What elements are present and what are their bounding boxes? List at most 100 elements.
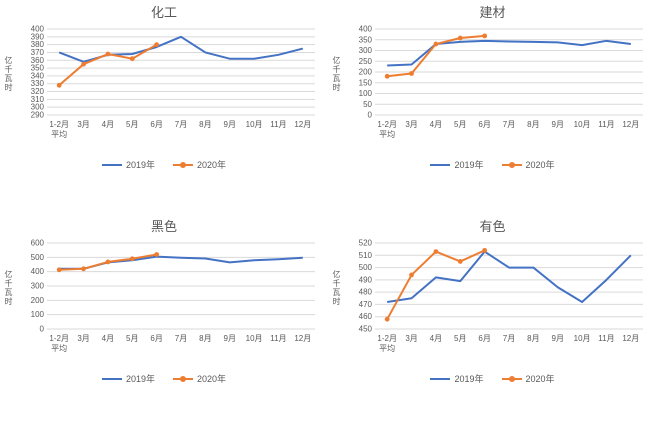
- series-marker-2020年: [409, 71, 414, 76]
- y-tick-label: 250: [359, 57, 373, 66]
- x-tick-label: 7月: [175, 120, 187, 129]
- legend-label-2019: 2019年: [125, 160, 155, 170]
- y-tick-label: 0: [40, 325, 45, 334]
- legend-line-2020-icon: [173, 375, 193, 382]
- y-tick-label: 520: [359, 239, 373, 248]
- x-tick-label: 5月: [126, 120, 138, 129]
- series-line-2020年: [386, 249, 486, 320]
- series-marker-2020年: [105, 259, 111, 265]
- x-tick-label: 6月: [150, 334, 162, 343]
- y-axis-title: 亿千瓦时: [332, 270, 341, 306]
- x-tick-label: 1-2月平均: [377, 334, 397, 353]
- x-tick-label: 8月: [199, 334, 211, 343]
- chart-canvas-ferrous: 0 100 200 300 400 500 600 1-2月平均 3月 4月 5月 6月 7月 8月 9月 1…: [17, 237, 326, 363]
- x-tick-label: 6月: [478, 334, 490, 343]
- chart-svg: 450 460 470 480 490 500 510 520 1-2月平均 3月 4月 5月 6月 7月…: [359, 239, 643, 353]
- y-tick-label: 320: [31, 87, 45, 96]
- x-tick-label: 3月: [405, 120, 417, 129]
- x-tick-label: 7月: [503, 334, 515, 343]
- y-tick-label: 340: [31, 71, 45, 80]
- x-tick-label: 3月: [77, 334, 89, 343]
- legend-item-2020[interactable]: 2020年: [173, 372, 226, 385]
- x-tick-label: 12月: [622, 334, 639, 343]
- x-tick-label: 7月: [175, 334, 187, 343]
- y-tick-label: 200: [359, 68, 373, 77]
- y-tick-label: 50: [363, 100, 372, 109]
- series-marker-2020年: [409, 272, 414, 278]
- legend-line-2020-icon: [501, 375, 522, 382]
- x-tick-label: 9月: [224, 334, 236, 343]
- series-line-2019年: [387, 39, 631, 67]
- plot-row: 亿千瓦时 0 50 100 150 200 250 300 350 400 1-2月平均 3月 4月 5…: [330, 22, 655, 150]
- x-tick-label: 10月: [574, 334, 591, 343]
- series-line-2019年: [387, 250, 632, 303]
- legend-item-2019[interactable]: 2019年: [101, 158, 155, 171]
- legend-item-2019[interactable]: 2019年: [430, 158, 484, 171]
- y-tick-label: 460: [359, 312, 373, 321]
- x-tick-label: 1-2月平均: [49, 120, 69, 139]
- y-tick-label: 500: [31, 253, 45, 262]
- x-tick-label: 12月: [622, 120, 639, 129]
- y-tick-label: 300: [31, 103, 45, 112]
- x-tick-label: 6月: [150, 120, 162, 129]
- y-tick-label: 480: [359, 288, 373, 297]
- plot-row: 亿千瓦时 450 460 470 480 490 500 510 520 1-2月平均 3月 4月 5…: [330, 236, 655, 364]
- series-marker-2020年: [482, 33, 488, 39]
- series-marker-2020年: [81, 266, 86, 272]
- x-tick-label: 5月: [454, 334, 466, 343]
- chart-title: 黑色: [150, 219, 177, 234]
- series-marker-2020年: [384, 73, 390, 79]
- y-tick-label: 510: [359, 251, 373, 260]
- y-tick-label: 100: [31, 310, 45, 319]
- legend-label-2019: 2019年: [125, 374, 155, 384]
- x-tick-label: 3月: [405, 334, 417, 343]
- series-marker-2020年: [105, 51, 111, 57]
- x-tick-label: 9月: [552, 334, 564, 343]
- y-tick-label: 350: [31, 64, 45, 73]
- series-marker-2020年: [433, 249, 439, 254]
- series-marker-2020年: [457, 35, 463, 41]
- y-tick-label: 330: [31, 79, 45, 88]
- chart-panel-chemical: 化工 亿千瓦时 290 300 310 320 330 340 350 360 370 380 39…: [0, 0, 328, 214]
- y-tick-label: 370: [31, 48, 45, 57]
- x-tick-label: 1-2月平均: [377, 120, 397, 139]
- x-tick-label: 4月: [430, 334, 442, 343]
- x-tick-label: 12月: [294, 334, 311, 343]
- x-tick-label: 9月: [552, 120, 564, 129]
- legend-item-2020[interactable]: 2020年: [501, 372, 555, 385]
- series-marker-2020年: [457, 259, 463, 264]
- series-marker-2020年: [81, 61, 86, 67]
- chart-canvas-building-materials: 0 50 100 150 200 250 300 350 400 1-2月平均 3月 4月 5月 6月 7月…: [345, 23, 655, 149]
- y-tick-label: 310: [31, 95, 45, 104]
- y-tick-label: 350: [359, 35, 373, 44]
- y-tick-label: 300: [31, 282, 45, 291]
- y-tick-label: 400: [359, 25, 373, 34]
- x-tick-label: 10月: [246, 334, 263, 343]
- legend: 2019年 2020年: [330, 158, 655, 171]
- y-axis-title: 亿千瓦时: [4, 270, 13, 306]
- legend-item-2019[interactable]: 2019年: [430, 372, 484, 385]
- y-axis-title: 亿千瓦时: [332, 56, 341, 92]
- y-tick-label: 360: [31, 56, 45, 65]
- y-tick-label: 0: [368, 111, 373, 120]
- y-tick-label: 490: [359, 275, 373, 284]
- legend-item-2019[interactable]: 2019年: [101, 372, 155, 385]
- x-tick-label: 9月: [224, 120, 236, 129]
- legend-item-2020[interactable]: 2020年: [501, 158, 555, 171]
- legend-label-2019: 2019年: [454, 160, 484, 170]
- series-marker-2020年: [482, 247, 488, 253]
- legend-line-2020-icon: [501, 161, 522, 168]
- x-tick-label: 8月: [527, 334, 539, 343]
- x-tick-label: 3月: [77, 120, 89, 129]
- x-tick-label: 11月: [270, 120, 286, 129]
- chart-panel-nonferrous: 有色 亿千瓦时 450 460 470 480 490 500 510 520 1-2月平均 3月…: [328, 214, 657, 428]
- series-marker-2020年: [384, 316, 390, 322]
- series-marker-2020年: [56, 267, 62, 273]
- x-tick-label: 11月: [598, 120, 614, 129]
- legend: 2019年 2020年: [2, 158, 326, 171]
- legend: 2019年 2020年: [330, 372, 655, 385]
- legend-item-2020[interactable]: 2020年: [173, 158, 226, 171]
- x-tick-label: 4月: [430, 120, 442, 129]
